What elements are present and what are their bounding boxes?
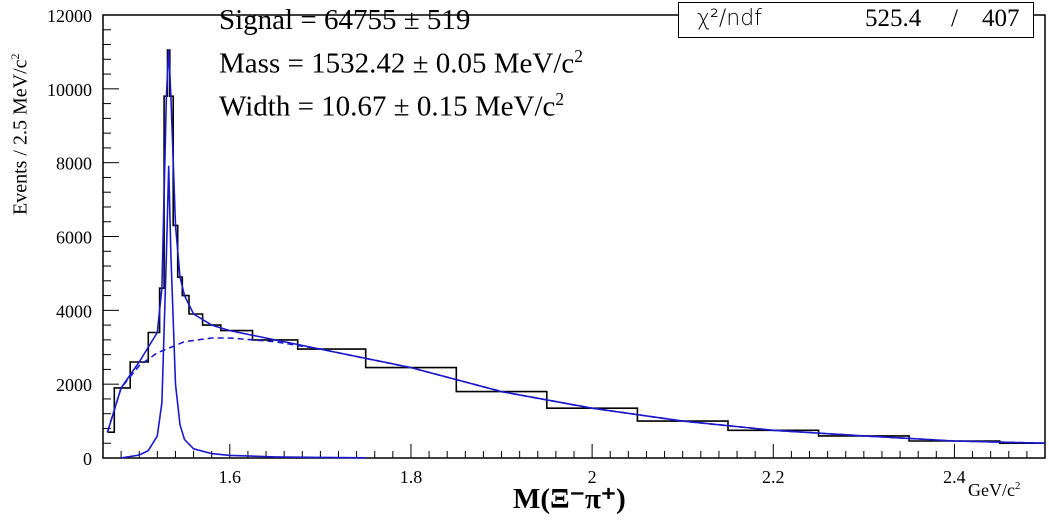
chi2-ndf-label: χ²/ndf <box>697 6 762 31</box>
y-tick-label: 0 <box>83 449 92 469</box>
axes: 1.6 1.8 2 2.2 2.4 0 2000 4000 6000 8000 10000 12000 <box>47 6 1046 487</box>
x-tick-label: 2.4 <box>943 467 966 487</box>
background-fit-curve <box>106 337 1046 444</box>
fit-statistics-box: χ²/ndf 525.4 / 407 <box>678 2 1034 38</box>
plot-marks <box>106 49 1046 459</box>
signal-fit-curve <box>120 165 366 459</box>
x-tick-label: 2.2 <box>762 467 785 487</box>
x-tick-label: 1.6 <box>219 467 242 487</box>
total-fit-curve <box>106 49 1046 444</box>
x-axis-unit: GeV/c2 <box>968 480 1021 500</box>
signal-annotation: Signal = 64755 ± 519 <box>219 4 471 36</box>
mass-annotation: Mass = 1532.42 ± 0.05 MeV/c2 <box>219 46 583 80</box>
ndf-value: 407 <box>982 5 1020 32</box>
y-tick-label: 12000 <box>47 6 92 26</box>
y-tick-label: 6000 <box>56 228 92 248</box>
y-axis-label: Events / 2.5 MeV/c2 <box>8 53 32 215</box>
x-axis-label: M(Ξ⁻π⁺) <box>513 483 626 515</box>
plot-frame <box>102 14 1046 459</box>
chi2-separator: / <box>951 5 958 32</box>
y-tick-label: 8000 <box>56 154 92 174</box>
x-tick-label: 2 <box>588 467 597 487</box>
y-tick-label: 4000 <box>56 301 92 321</box>
y-tick-label: 2000 <box>56 375 92 395</box>
width-annotation: Width = 10.67 ± 0.15 MeV/c2 <box>219 89 565 123</box>
y-tick-label: 10000 <box>47 80 92 100</box>
x-tick-label: 1.8 <box>400 467 423 487</box>
chi2-value: 525.4 <box>865 5 922 32</box>
